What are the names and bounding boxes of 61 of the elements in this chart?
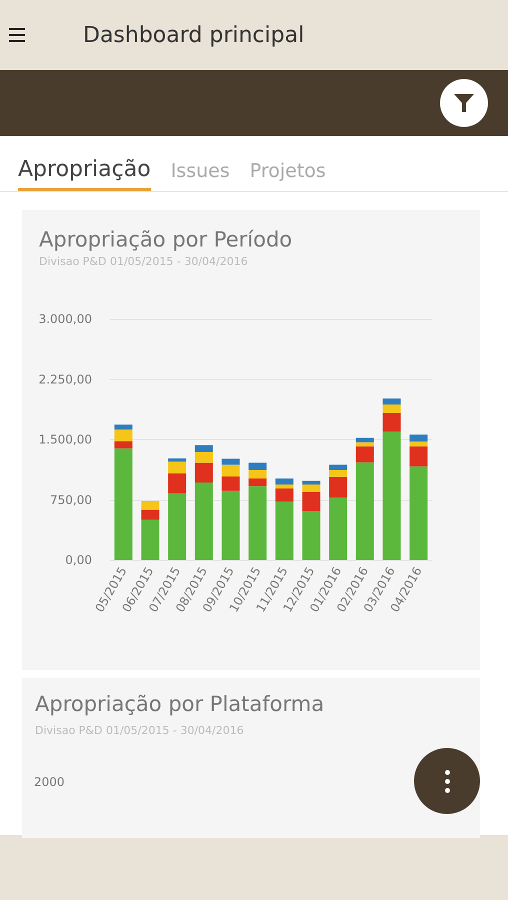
bar bbox=[382, 398, 401, 405]
chart-subtitle: Divisao P&D 01/05/2015 - 30/04/2016 bbox=[39, 255, 248, 268]
bar bbox=[248, 478, 267, 486]
bar bbox=[222, 476, 240, 491]
chart-title: Apropriação por Período bbox=[39, 228, 292, 252]
bar bbox=[329, 470, 348, 477]
bar bbox=[168, 458, 186, 462]
bar bbox=[302, 510, 320, 560]
bar bbox=[114, 424, 132, 430]
bar bbox=[410, 434, 428, 442]
text: Projetos bbox=[250, 160, 326, 184]
bar bbox=[168, 473, 186, 494]
bar bbox=[194, 482, 213, 560]
bar bbox=[302, 480, 320, 484]
text: Issues bbox=[170, 160, 230, 184]
text: 2000 bbox=[34, 775, 65, 789]
bar bbox=[248, 470, 267, 478]
bar bbox=[222, 490, 240, 560]
bar bbox=[302, 484, 320, 492]
bar bbox=[356, 462, 374, 560]
y-tick-label: 2.250,00 bbox=[38, 372, 92, 386]
y-tick-label: 3.000,00 bbox=[38, 312, 92, 326]
bar bbox=[275, 478, 294, 484]
bar bbox=[168, 493, 186, 560]
bar bbox=[410, 442, 428, 446]
bar bbox=[194, 462, 213, 482]
bar bbox=[141, 520, 160, 560]
bar bbox=[141, 510, 160, 520]
y-tick-label: 0,00 bbox=[65, 553, 92, 567]
bar bbox=[329, 498, 348, 560]
bar bbox=[222, 464, 240, 476]
text: Divisao P&D 01/05/2015 - 30/04/2016 bbox=[35, 724, 244, 737]
bar bbox=[382, 412, 401, 432]
bar bbox=[194, 452, 213, 463]
bar bbox=[329, 464, 348, 470]
bar bbox=[114, 441, 132, 448]
bar bbox=[410, 466, 428, 560]
bar bbox=[168, 462, 186, 474]
bar bbox=[382, 431, 401, 560]
bar bbox=[329, 476, 348, 498]
bar bbox=[141, 500, 160, 510]
bar bbox=[356, 446, 374, 462]
bar bbox=[302, 492, 320, 511]
bar bbox=[275, 484, 294, 489]
bar bbox=[382, 404, 401, 413]
bar bbox=[356, 438, 374, 442]
text: Apropriação bbox=[18, 157, 151, 191]
bar bbox=[275, 488, 294, 502]
bar bbox=[275, 502, 294, 560]
bar bbox=[194, 445, 213, 452]
bar bbox=[356, 442, 374, 446]
bar bbox=[248, 486, 267, 560]
text: Apropriação por Plataforma bbox=[35, 692, 324, 716]
y-tick-label: 750,00 bbox=[50, 492, 92, 507]
text: Dashboard principal bbox=[83, 22, 304, 48]
y-tick-label: 1.500,00 bbox=[38, 432, 92, 446]
bar bbox=[114, 429, 132, 442]
bar bbox=[114, 448, 132, 560]
bar bbox=[410, 446, 428, 466]
bar bbox=[222, 458, 240, 465]
bar bbox=[248, 462, 267, 470]
